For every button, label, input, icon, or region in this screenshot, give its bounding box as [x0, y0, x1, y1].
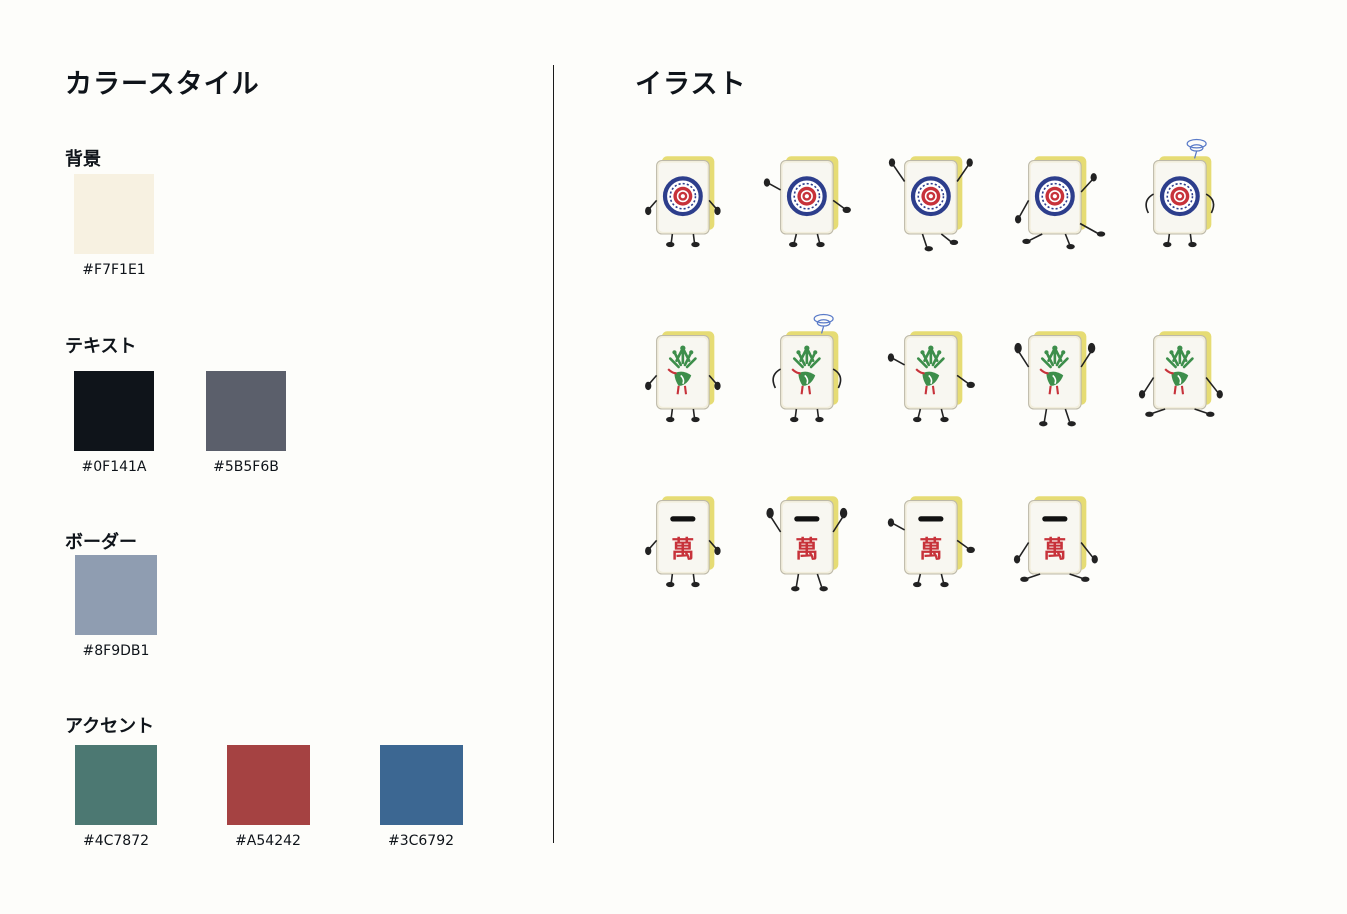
swatch-code: #0F141A: [81, 459, 147, 475]
circle-tile-confused-illustration: [1133, 138, 1233, 255]
bird-tile-cheering-illustration: [1008, 325, 1108, 430]
svg-text:萬: 萬: [1043, 536, 1066, 563]
section-divider: [553, 65, 554, 843]
section-label-text: テキスト: [65, 336, 137, 357]
svg-text:萬: 萬: [795, 536, 818, 563]
bird-tile-waving-illustration: [884, 325, 984, 430]
section-label-border: ボーダー: [65, 532, 137, 553]
color-style-title: カラースタイル: [65, 69, 260, 100]
swatch-accent-red: [227, 745, 310, 825]
wan-tile-cheering-illustration: 萬: [760, 490, 860, 595]
swatch-border: [75, 555, 157, 635]
swatch-code: #5B5F6B: [213, 459, 279, 475]
swatch-code: #F7F1E1: [82, 262, 146, 278]
svg-text:萬: 萬: [671, 536, 694, 563]
bird-tile-sitting-illustration: [1133, 325, 1233, 430]
swatch-accent-blue: [380, 745, 463, 825]
circle-tile-waving-illustration: [760, 150, 860, 255]
swatch-code: #8F9DB1: [82, 643, 150, 659]
wan-tile-sitting-illustration: 萬: [1008, 490, 1108, 595]
swatch-code: #3C6792: [387, 833, 455, 849]
circle-tile-dancing-illustration: [1008, 150, 1108, 255]
swatch-text-primary: [74, 371, 154, 451]
circle-tile-jumping-illustration: [884, 150, 984, 255]
section-label-background: 背景: [65, 149, 101, 170]
swatch-code: #4C7872: [82, 833, 150, 849]
section-label-accent: アクセント: [65, 716, 155, 737]
swatch-code: #A54242: [235, 833, 301, 849]
swatch-accent-green: [75, 745, 157, 825]
bird-tile-standing-illustration: [636, 325, 736, 430]
swatch-background: [74, 174, 154, 254]
svg-text:萬: 萬: [919, 536, 942, 563]
illustrations-title: イラスト: [635, 69, 747, 100]
swatch-text-secondary: [206, 371, 286, 451]
circle-tile-standing-illustration: [636, 150, 736, 255]
wan-tile-waving-illustration: 萬: [884, 490, 984, 595]
bird-tile-confused-illustration: [760, 313, 860, 430]
wan-tile-standing-illustration: 萬: [636, 490, 736, 595]
